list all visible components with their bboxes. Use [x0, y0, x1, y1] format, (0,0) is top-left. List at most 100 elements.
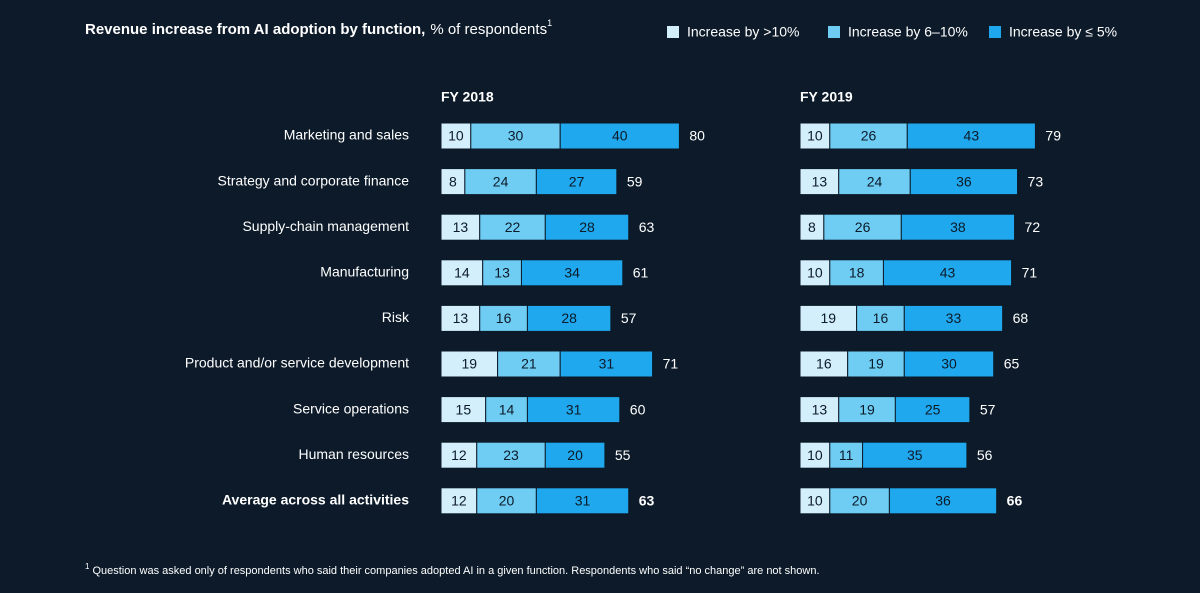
total-label: 68: [1013, 310, 1029, 326]
total-label: 73: [1028, 173, 1044, 189]
bar-segment: [909, 168, 1019, 196]
total-label: 55: [615, 447, 631, 463]
total-label: 63: [639, 219, 655, 235]
total-label: 71: [1022, 265, 1038, 281]
panel-title: FY 2018: [441, 89, 494, 105]
segment-label: 19: [868, 356, 884, 372]
bar-segment: [544, 213, 630, 241]
legend-label: Increase by ≤ 5%: [1009, 24, 1117, 40]
segment-label: 11: [839, 447, 854, 463]
segment-label: 13: [812, 173, 828, 189]
bar-segment: [440, 122, 472, 150]
segment-label: 38: [950, 219, 966, 235]
bar-segment: [903, 350, 995, 378]
segment-label: 30: [941, 356, 957, 372]
bar-segment: [526, 396, 621, 424]
bar-segment: [856, 304, 905, 332]
segment-label: 35: [907, 447, 923, 463]
footnote-marker: 1: [85, 562, 90, 571]
bar-segment: [829, 487, 890, 515]
segment-label: 19: [821, 310, 837, 326]
segment-label: 23: [503, 447, 519, 463]
segment-label: 13: [494, 265, 510, 281]
category-label: Marketing and sales: [284, 127, 409, 143]
segment-label: 43: [940, 265, 956, 281]
footnote: 1 Question was asked only of respondents …: [85, 562, 820, 577]
segment-label: 19: [462, 356, 478, 372]
bar-segment: [520, 259, 624, 287]
total-label: 80: [689, 128, 705, 144]
segment-label: 20: [567, 447, 583, 463]
segment-label: 28: [579, 219, 595, 235]
total-label: 61: [633, 265, 649, 281]
segment-label: 30: [508, 128, 524, 144]
bar-segment: [903, 304, 1004, 332]
segment-label: 28: [561, 310, 577, 326]
total-label: 59: [627, 173, 643, 189]
segment-label: 10: [807, 493, 823, 509]
segment-label: 13: [453, 219, 469, 235]
legend-label: Increase by 6–10%: [848, 24, 968, 40]
segment-label: 16: [496, 310, 512, 326]
total-label: 63: [639, 493, 655, 509]
segment-label: 22: [505, 219, 521, 235]
bar-segment: [470, 122, 561, 150]
segment-label: 13: [453, 310, 469, 326]
bar-segment: [829, 441, 864, 469]
segment-label: 8: [808, 219, 816, 235]
segment-label: 27: [569, 173, 585, 189]
segment-label: 10: [448, 128, 464, 144]
category-label: Risk: [382, 309, 410, 325]
segment-label: 43: [964, 128, 980, 144]
legend-swatch: [828, 26, 840, 38]
segment-label: 10: [807, 128, 823, 144]
segment-label: 10: [807, 447, 823, 463]
segment-label: 26: [861, 128, 877, 144]
total-label: 57: [980, 401, 996, 417]
bar-segment: [559, 122, 680, 150]
total-label: 71: [663, 356, 679, 372]
segment-label: 8: [449, 173, 457, 189]
bar-segment: [535, 487, 630, 515]
bar-segment: [823, 213, 902, 241]
title-main: Revenue increase from AI adoption by fun…: [85, 21, 425, 38]
segment-label: 13: [812, 401, 828, 417]
segment-label: 33: [946, 310, 962, 326]
total-label: 60: [630, 401, 646, 417]
category-label: Supply-chain management: [242, 218, 409, 234]
footnote-text: Question was asked only of respondents w…: [92, 565, 819, 577]
bar-segment: [544, 441, 606, 469]
bar-segment: [799, 122, 831, 150]
bar-segment: [799, 168, 840, 196]
bar-segment: [479, 304, 528, 332]
bar-segment: [526, 304, 612, 332]
segment-label: 19: [859, 401, 875, 417]
segment-label: 16: [816, 356, 832, 372]
total-label: 56: [977, 447, 993, 463]
bar-segment: [894, 396, 971, 424]
category-label: Strategy and corporate finance: [218, 172, 410, 188]
bar-segment: [440, 304, 481, 332]
segment-label: 18: [849, 265, 865, 281]
segment-label: 25: [925, 401, 941, 417]
total-label: 66: [1007, 493, 1023, 509]
category-label: Product and/or service development: [185, 355, 409, 371]
bar-segment: [440, 396, 487, 424]
segment-label: 12: [451, 493, 467, 509]
bar-segment: [535, 168, 618, 196]
total-label: 79: [1045, 128, 1061, 144]
bar-segment: [862, 441, 968, 469]
total-label: 72: [1025, 219, 1041, 235]
bar-segment: [799, 441, 831, 469]
bar-segment: [464, 168, 537, 196]
segment-label: 34: [564, 265, 580, 281]
bar-segment: [799, 396, 840, 424]
category-label: Human resources: [299, 446, 410, 462]
category-label: Manufacturing: [320, 264, 409, 280]
chart-title: Revenue increase from AI adoption by fun…: [85, 18, 552, 38]
segment-label: 31: [599, 356, 615, 372]
bar-segment: [479, 213, 546, 241]
segment-label: 21: [521, 356, 537, 372]
category-label: Service operations: [293, 400, 409, 416]
